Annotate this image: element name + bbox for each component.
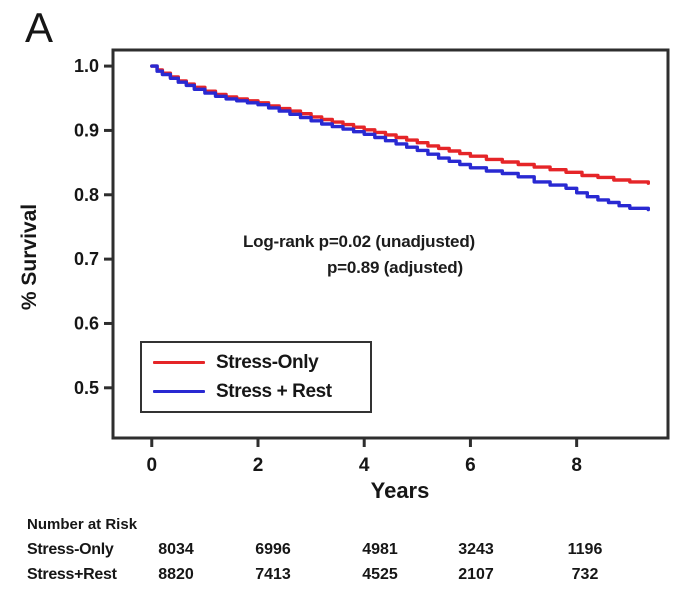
risk-row-stress-rest: Stress+Rest 8820 7413 4525 2107 732 — [0, 566, 679, 586]
risk-value: 732 — [571, 566, 599, 583]
x-tick-label: 2 — [253, 455, 264, 476]
x-axis-title: Years — [370, 478, 430, 503]
x-tick-label: 8 — [571, 455, 582, 476]
legend-entry-stress-only: Stress-Only — [153, 352, 370, 374]
risk-row-label: Stress+Rest — [27, 566, 117, 583]
y-tick-label: 0.7 — [74, 249, 99, 269]
y-tick-label: 0.6 — [74, 313, 99, 333]
annotation-unadjusted-p: Log-rank p=0.02 (unadjusted) — [243, 232, 475, 251]
risk-value: 4525 — [362, 566, 398, 583]
risk-value: 6996 — [255, 541, 291, 558]
y-tick-label: 1.0 — [74, 56, 99, 76]
x-tick-label: 4 — [359, 455, 370, 476]
risk-value: 7413 — [255, 566, 291, 583]
risk-value: 8820 — [158, 566, 194, 583]
survival-curve-stress-only — [150, 64, 650, 185]
legend-label-stress-only: Stress-Only — [216, 351, 319, 373]
log-rank-annotation: Log-rank p=0.02 (unadjusted) p=0.89 (adj… — [243, 229, 475, 281]
risk-value: 1196 — [567, 541, 603, 558]
risk-row-stress-only: Stress-Only 8034 6996 4981 3243 1196 — [0, 541, 679, 561]
legend-entry-stress-rest: Stress + Rest — [153, 381, 370, 403]
risk-value: 4981 — [362, 541, 398, 558]
risk-table-title: Number at Risk — [27, 516, 138, 533]
y-tick-label: 0.9 — [74, 120, 99, 140]
stress-rest-line-swatch — [153, 389, 205, 394]
legend-box: Stress-Only Stress + Rest — [140, 341, 372, 413]
y-tick-label: 0.8 — [74, 185, 99, 205]
risk-row-label: Stress-Only — [27, 541, 114, 558]
stress-only-line-swatch — [153, 360, 205, 365]
annotation-adjusted-p: p=0.89 (adjusted) — [327, 258, 463, 277]
risk-value: 2107 — [458, 566, 494, 583]
y-tick-label: 0.5 — [74, 378, 99, 398]
panel-label: A — [25, 4, 54, 51]
x-tick-label: 6 — [465, 455, 476, 476]
x-tick-label: 0 — [146, 455, 157, 476]
risk-value: 3243 — [458, 541, 494, 558]
plot-frame — [111, 48, 670, 440]
legend-label-stress-rest: Stress + Rest — [216, 380, 332, 402]
risk-value: 8034 — [158, 541, 194, 558]
survival-curve-stress-rest — [150, 64, 650, 212]
